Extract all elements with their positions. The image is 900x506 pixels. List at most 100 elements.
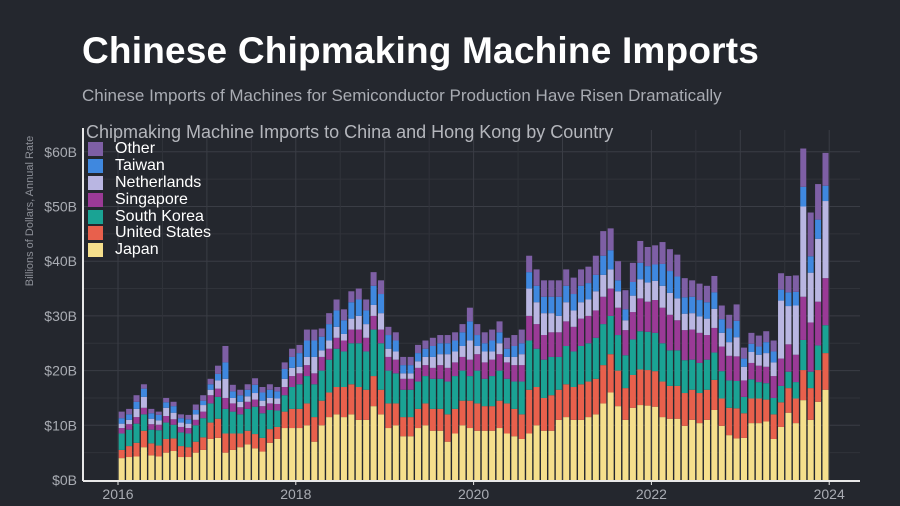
bar-segment-other <box>303 329 310 341</box>
bar-segment-other <box>548 280 555 297</box>
bar-segment-other <box>659 242 666 264</box>
bar-segment-netherlands <box>422 356 429 366</box>
bar-segment-united-states <box>422 403 429 426</box>
bar-segment-japan <box>785 412 792 480</box>
bar-segment-japan <box>229 449 236 480</box>
bar-segment-united-states <box>444 414 451 442</box>
bar-segment-other <box>674 254 681 277</box>
bar-segment-netherlands <box>489 351 496 360</box>
bar-segment-netherlands <box>503 356 510 363</box>
bar-segment-united-states <box>155 445 162 457</box>
bar-segment-japan <box>370 406 377 480</box>
bar-segment-other <box>400 356 407 366</box>
bar-segment-united-states <box>511 408 518 437</box>
bar-segment-singapore <box>377 329 384 344</box>
bar-segment-south-korea <box>533 348 540 388</box>
bar-segment-netherlands <box>689 313 696 330</box>
bar-segment-netherlands <box>518 354 525 366</box>
bar-segment-taiwan <box>785 292 792 307</box>
bar-segment-south-korea <box>155 430 162 446</box>
bar-segment-japan <box>163 452 170 480</box>
bar-segment-taiwan <box>696 300 703 317</box>
bar-segment-other <box>407 356 414 366</box>
bar-segment-other <box>215 365 222 374</box>
bar-segment-netherlands <box>229 397 236 404</box>
bar-segment-united-states <box>392 403 399 426</box>
bar-segment-taiwan <box>578 285 585 303</box>
bar-segment-japan <box>711 409 718 480</box>
bar-segment-japan <box>185 457 192 480</box>
bar-segment-united-states <box>252 434 259 449</box>
bar-segment-united-states <box>533 387 540 426</box>
bar-segment-singapore <box>200 411 207 419</box>
bar-segment-other <box>333 299 340 311</box>
bar-segment-united-states <box>437 408 444 431</box>
legend-swatch <box>88 192 103 207</box>
bar-segment-taiwan <box>770 351 777 363</box>
bar-segment-taiwan <box>229 391 236 398</box>
bar-segment-other <box>578 269 585 286</box>
y-tick-label: $0B <box>52 472 77 488</box>
bar-segment-other <box>222 345 229 363</box>
bar-segment-united-states <box>177 446 184 458</box>
bar-segment-united-states <box>778 402 785 427</box>
bar-segment-taiwan <box>600 255 607 275</box>
bar-segment-netherlands <box>311 356 318 374</box>
bar-segment-japan <box>511 436 518 480</box>
bar-segment-other <box>229 384 236 392</box>
bar-segment-united-states <box>429 408 436 431</box>
bar-segment-taiwan <box>155 414 162 421</box>
bar-segment-united-states <box>792 398 799 424</box>
bar-segment-taiwan <box>755 346 762 355</box>
bar-segment-united-states <box>259 437 266 452</box>
bar-segment-netherlands <box>303 356 310 366</box>
bar-segment-other <box>622 290 629 310</box>
bar-segment-singapore <box>370 315 377 330</box>
bar-segment-japan <box>126 457 133 480</box>
bar-segment-taiwan <box>200 400 207 406</box>
bar-segment-other <box>444 335 451 344</box>
bar-segment-south-korea <box>237 414 244 434</box>
bar-segment-netherlands <box>741 366 748 381</box>
legend-swatch <box>88 175 103 190</box>
bar-segment-united-states <box>652 371 659 407</box>
bar-segment-japan <box>459 425 466 480</box>
bar-segment-south-korea <box>296 384 303 409</box>
bar-segment-netherlands <box>703 318 710 336</box>
bar-segment-taiwan <box>822 185 829 202</box>
bar-segment-singapore <box>755 365 762 383</box>
bar-segment-united-states <box>674 385 681 419</box>
bar-segment-south-korea <box>770 397 777 415</box>
bar-segment-taiwan <box>318 336 325 351</box>
bar-segment-singapore <box>318 356 325 371</box>
bar-segment-japan <box>200 449 207 480</box>
bar-segment-japan <box>148 455 155 480</box>
bar-segment-other <box>741 347 748 359</box>
bar-segment-singapore <box>763 366 770 384</box>
bar-segment-singapore <box>674 320 681 351</box>
bar-segment-singapore <box>452 362 459 377</box>
bar-segment-japan <box>296 428 303 480</box>
bar-segment-south-korea <box>778 385 785 403</box>
bar-segment-united-states <box>800 370 807 401</box>
bar-segment-taiwan <box>289 356 296 368</box>
bar-segment-other <box>629 262 636 282</box>
bar-segment-united-states <box>185 447 192 458</box>
bar-segment-netherlands <box>407 373 414 379</box>
bar-segment-united-states <box>363 389 370 420</box>
bar-segment-south-korea <box>370 329 377 377</box>
bar-segment-singapore <box>503 362 510 379</box>
bar-segment-singapore <box>696 332 703 363</box>
bar-segment-united-states <box>452 408 459 434</box>
bar-segment-netherlands <box>815 238 822 302</box>
bar-segment-singapore <box>792 354 799 383</box>
bar-segment-singapore <box>585 315 592 344</box>
bar-segment-other <box>459 324 466 333</box>
bar-segment-united-states <box>215 418 222 438</box>
bar-segment-singapore <box>555 332 562 357</box>
bar-segment-netherlands <box>252 393 259 400</box>
bar-segment-taiwan <box>526 272 533 289</box>
bar-segment-netherlands <box>792 305 799 355</box>
bar-segment-south-korea <box>289 387 296 409</box>
legend-item-netherlands: Netherlands <box>88 174 211 192</box>
